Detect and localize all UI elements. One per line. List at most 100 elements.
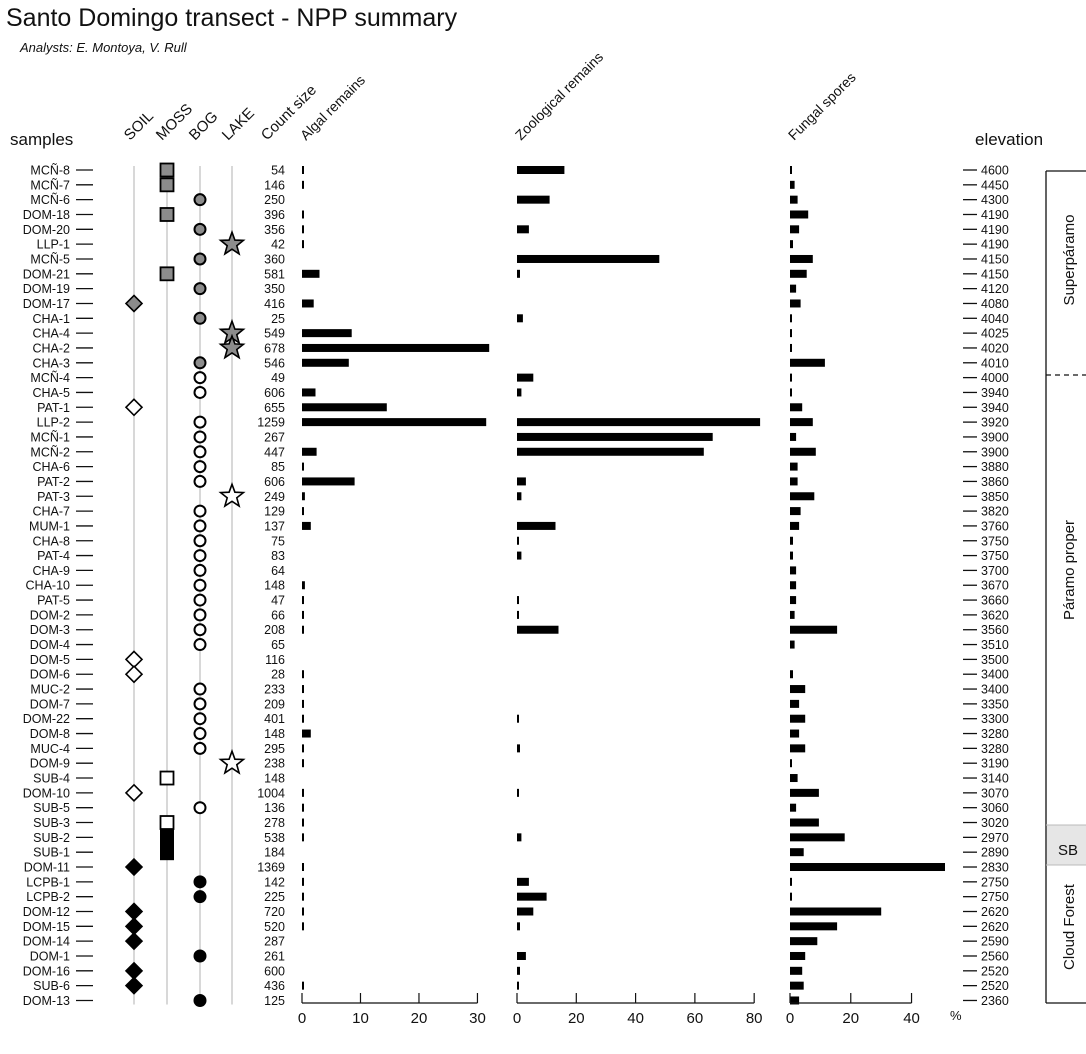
sample-label: MCÑ-2 xyxy=(30,445,70,459)
count-size-value: 148 xyxy=(264,772,285,786)
fungal-spores-bar xyxy=(790,521,800,530)
count-size-value: 416 xyxy=(264,297,285,311)
sample-label: CHA-6 xyxy=(32,460,70,474)
sample-label: MCÑ-8 xyxy=(30,164,70,178)
soil-header: SOIL xyxy=(121,108,157,144)
count-size-value: 238 xyxy=(264,757,285,771)
elevation-value: 3670 xyxy=(981,579,1009,593)
zoological-remains-bar xyxy=(517,551,522,560)
count-size-value: 47 xyxy=(271,594,285,608)
count-size-value: 125 xyxy=(264,994,285,1008)
sample-label: DOM-3 xyxy=(30,623,70,637)
elevation-value: 3400 xyxy=(981,683,1009,697)
sample-label: CHA-8 xyxy=(32,534,70,548)
sample-label: CHA-4 xyxy=(32,327,70,341)
count-size-value: 184 xyxy=(264,846,285,860)
sample-label: CHA-3 xyxy=(32,356,70,370)
bog-circle-marker xyxy=(193,415,207,429)
sample-label: DOM-16 xyxy=(23,964,70,978)
count-size-value: 249 xyxy=(264,490,285,504)
fungal-spores-bar xyxy=(790,892,792,901)
count-size-value: 287 xyxy=(264,935,285,949)
zone-label-superparamo: Superpáramo xyxy=(1061,215,1078,306)
sample-label: DOM-18 xyxy=(23,208,70,222)
elevation-value: 3500 xyxy=(981,653,1009,667)
sample-label: PAT-2 xyxy=(37,475,70,489)
bog-circle-marker xyxy=(193,682,207,696)
sample-label: PAT-1 xyxy=(37,401,70,415)
algal-remains-bar xyxy=(302,596,304,605)
elevation-value: 3880 xyxy=(981,460,1009,474)
algal-remains-bar xyxy=(302,818,304,827)
count-size-value: 142 xyxy=(264,875,285,889)
fungal-spores-bar xyxy=(790,551,793,560)
algal-remains-bar xyxy=(302,981,304,990)
fungal-spores-bar xyxy=(790,462,798,471)
fungal-spores-bar xyxy=(790,937,818,946)
samples-header: samples xyxy=(10,130,73,149)
algal-remains-bar xyxy=(302,892,304,901)
elevation-value: 2620 xyxy=(981,920,1009,934)
sample-label: MUC-2 xyxy=(30,683,70,697)
sample-label: PAT-3 xyxy=(37,490,70,504)
zoological-remains-tick-label: 0 xyxy=(513,1010,521,1027)
fungal-spores-bar xyxy=(790,596,797,605)
fungal-spores-bar xyxy=(790,877,792,886)
count-size-value: 136 xyxy=(264,801,285,815)
elevation-value: 2750 xyxy=(981,890,1009,904)
sample-label: DOM-6 xyxy=(30,668,70,682)
fungal-spores-bar xyxy=(790,254,813,263)
elevation-value: 3400 xyxy=(981,668,1009,682)
zoological-remains-header: Zoological remains xyxy=(512,49,606,143)
algal-remains-bar xyxy=(302,610,304,619)
sample-label: MCÑ-7 xyxy=(30,178,70,192)
elevation-value: 3760 xyxy=(981,519,1009,533)
fungal-spores-tick-label: 40 xyxy=(903,1010,920,1027)
sample-label: DOM-9 xyxy=(30,757,70,771)
sample-label: CHA-5 xyxy=(32,386,70,400)
elevation-value: 2360 xyxy=(981,994,1009,1008)
elevation-value: 3850 xyxy=(981,490,1009,504)
fungal-spores-bar xyxy=(790,922,838,931)
bog-circle-marker xyxy=(193,741,207,755)
bog-circle-marker xyxy=(193,638,207,652)
sample-label: LCPB-1 xyxy=(26,875,70,889)
bog-circle-marker xyxy=(193,282,207,296)
zoological-remains-tick-label: 40 xyxy=(627,1010,644,1027)
soil-diamond-marker xyxy=(124,976,144,995)
count-size-value: 600 xyxy=(264,964,285,978)
bog-circle-marker xyxy=(193,949,207,963)
count-size-value: 538 xyxy=(264,831,285,845)
algal-remains-bar xyxy=(302,492,305,501)
elevation-value: 4450 xyxy=(981,178,1009,192)
fungal-spores-bar xyxy=(790,566,797,575)
fungal-spores-bar xyxy=(790,803,797,812)
fungal-spores-bar xyxy=(790,610,795,619)
count-size-value: 396 xyxy=(264,208,285,222)
algal-remains-bar xyxy=(302,418,487,427)
bog-circle-marker xyxy=(193,890,207,904)
fungal-spores-bar xyxy=(790,981,804,990)
soil-diamond-marker xyxy=(124,932,144,951)
sample-label: LLP-1 xyxy=(37,238,70,252)
algal-remains-bar xyxy=(302,462,304,471)
fungal-spores-bar xyxy=(790,195,798,204)
bog-circle-marker xyxy=(193,430,207,444)
bog-circle-marker xyxy=(193,623,207,637)
bog-circle-marker xyxy=(193,504,207,518)
zoological-remains-bar xyxy=(517,314,523,323)
zoological-remains-bar xyxy=(517,225,529,234)
fungal-spores-bar xyxy=(790,536,793,545)
count-size-value: 65 xyxy=(271,638,285,652)
elevation-value: 4190 xyxy=(981,238,1009,252)
elevation-value: 3350 xyxy=(981,697,1009,711)
sample-label: CHA-9 xyxy=(32,564,70,578)
algal-remains-bar xyxy=(302,447,317,456)
count-size-value: 581 xyxy=(264,267,285,281)
count-size-value: 278 xyxy=(264,816,285,830)
count-size-value: 148 xyxy=(264,727,285,741)
zoological-remains-bar xyxy=(517,447,704,456)
fungal-spores-bar xyxy=(790,818,819,827)
count-size-value: 64 xyxy=(271,564,285,578)
count-size-value: 28 xyxy=(271,668,285,682)
